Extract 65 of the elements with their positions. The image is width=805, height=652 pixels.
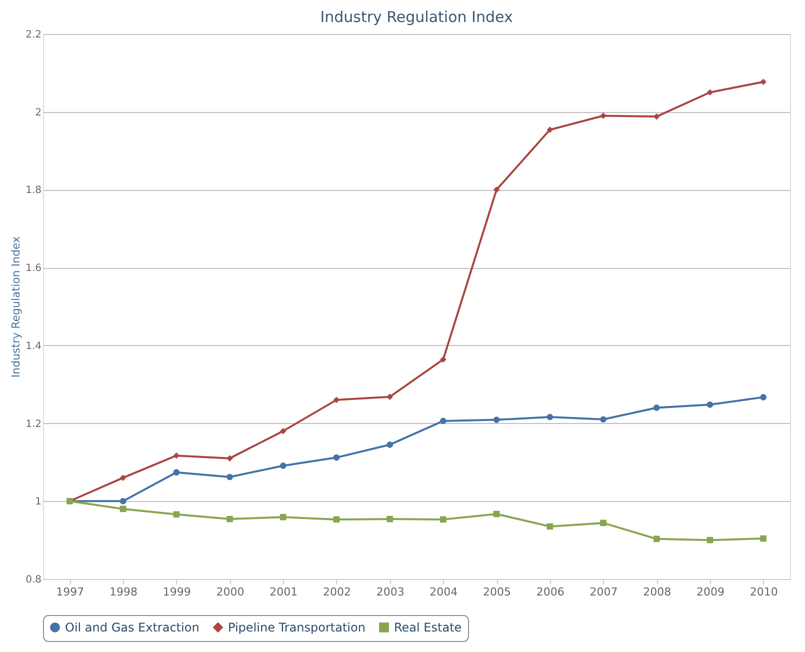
x-tick-label: 1999 — [162, 586, 191, 598]
x-tick-label: 2005 — [483, 586, 512, 598]
x-tick-label: 1998 — [110, 586, 138, 598]
point — [493, 416, 500, 423]
x-tick-label: 2009 — [696, 586, 724, 598]
point — [333, 454, 340, 461]
x-tick-label: 2003 — [376, 586, 404, 598]
point — [653, 113, 660, 120]
y-tick-label: 1 — [35, 496, 42, 508]
x-tick-label: 2001 — [270, 586, 298, 598]
y-axis-title: Industry Regulation Index — [10, 236, 23, 378]
point — [600, 416, 606, 423]
y-tick-label: 2 — [35, 107, 42, 118]
y-tick-label: 2.2 — [26, 30, 42, 40]
point — [760, 394, 766, 400]
point — [333, 396, 340, 404]
point — [440, 356, 446, 363]
point — [386, 516, 393, 522]
x-tick-label: 2004 — [430, 586, 458, 598]
y-tick-label: 1.8 — [26, 185, 42, 196]
y-tick-label: 1.2 — [26, 418, 42, 430]
y-tick-label: 0.8 — [26, 574, 42, 586]
point — [600, 112, 606, 119]
point — [173, 511, 180, 518]
x-tick-label: 2000 — [216, 586, 244, 598]
x-tick-label: 2010 — [750, 586, 778, 598]
point — [706, 536, 714, 544]
point — [493, 510, 500, 518]
x-tick-label: 2006 — [536, 586, 564, 598]
point — [386, 442, 393, 448]
legend-label: Real Estate — [394, 620, 462, 634]
point — [653, 404, 660, 411]
x-tick-label: 1997 — [56, 586, 84, 598]
point — [546, 523, 554, 530]
point — [280, 462, 286, 469]
point — [120, 498, 126, 504]
point — [600, 520, 606, 526]
point — [440, 418, 446, 424]
legend-label: Pipeline Transportation — [228, 620, 366, 634]
point — [280, 514, 286, 520]
point — [706, 401, 714, 408]
point — [760, 78, 766, 86]
point — [120, 506, 126, 512]
point — [120, 474, 126, 481]
point — [173, 469, 180, 476]
point — [706, 89, 714, 96]
point — [226, 516, 233, 522]
point — [493, 186, 500, 193]
x-tick-label: 2007 — [590, 586, 618, 598]
point — [226, 474, 233, 480]
point — [653, 536, 660, 542]
chart-title: Industry Regulation Index — [320, 8, 513, 26]
point — [546, 414, 554, 420]
point — [280, 428, 286, 434]
point — [760, 535, 766, 542]
x-tick-label: 2008 — [643, 586, 672, 598]
point — [546, 126, 554, 133]
y-tick-label: 1.4 — [26, 340, 42, 352]
point — [440, 516, 446, 523]
point — [226, 455, 233, 462]
x-tick-label: 2002 — [322, 586, 351, 598]
legend-label: Oil and Gas Extraction — [65, 620, 200, 634]
y-tick-label: 1.6 — [26, 263, 42, 274]
point — [333, 516, 340, 523]
point — [173, 452, 180, 459]
